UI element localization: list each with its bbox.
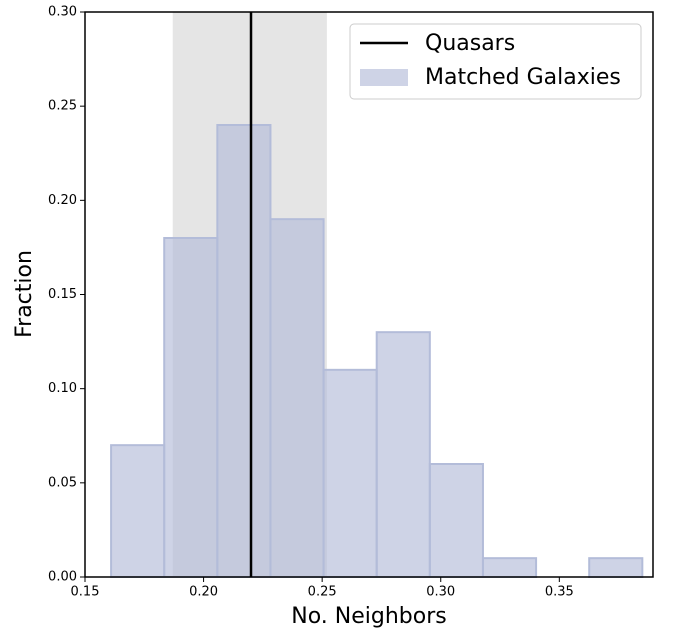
legend-swatch xyxy=(360,69,408,86)
y-tick-label: 0.00 xyxy=(48,570,77,585)
y-tick-label: 0.30 xyxy=(48,5,77,20)
histogram-bar xyxy=(428,463,484,578)
y-tick-label: 0.20 xyxy=(48,193,77,208)
legend-label: Quasars xyxy=(425,31,515,56)
histogram-bar xyxy=(216,124,272,578)
y-tick-label: 0.15 xyxy=(48,287,77,302)
x-tick-label: 0.20 xyxy=(189,585,218,600)
histogram-bar xyxy=(375,331,431,578)
plot-area xyxy=(110,12,644,579)
histogram-bar xyxy=(269,218,325,579)
x-axis-label: No. Neighbors xyxy=(291,604,446,629)
x-tick-label: 0.15 xyxy=(71,585,100,600)
legend: Quasars Matched Galaxies xyxy=(349,23,642,100)
y-tick-label: 0.05 xyxy=(48,475,77,490)
legend-label: Matched Galaxies xyxy=(425,65,621,90)
x-tick-label: 0.35 xyxy=(545,585,574,600)
y-tick-label: 0.10 xyxy=(48,381,77,396)
x-tick-label: 0.30 xyxy=(426,585,455,600)
histogram-bar xyxy=(588,557,644,579)
legend-box xyxy=(349,23,642,100)
x-tick-label: 0.25 xyxy=(308,585,337,600)
histogram-bar xyxy=(163,237,219,578)
histogram-bar xyxy=(322,368,378,579)
y-axis-label: Fraction xyxy=(12,250,37,338)
y-tick-label: 0.25 xyxy=(48,99,77,114)
histogram-bar xyxy=(481,557,538,579)
histogram-bar xyxy=(110,444,166,578)
